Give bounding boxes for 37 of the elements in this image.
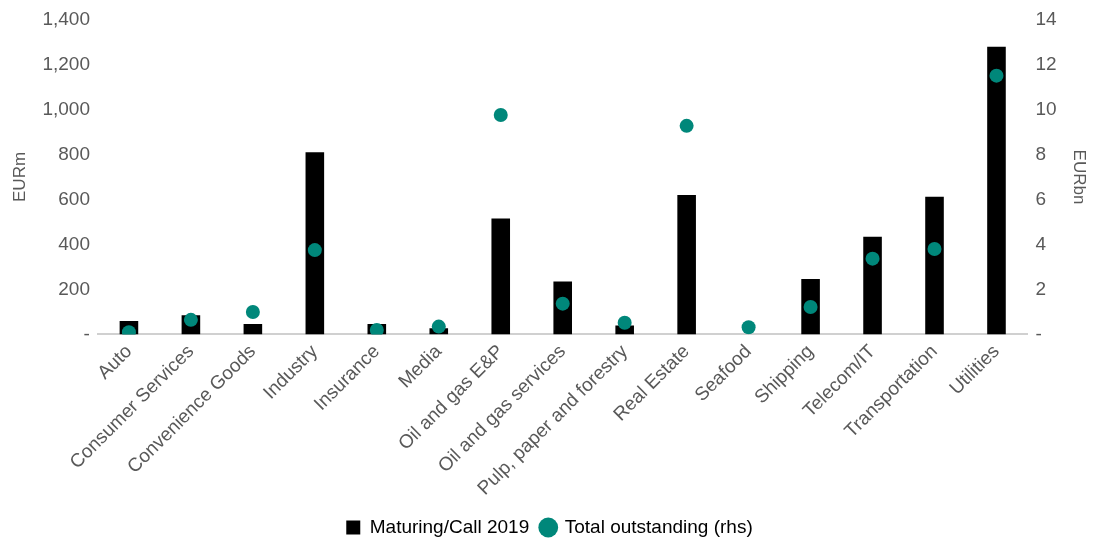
point <box>617 315 632 330</box>
bar <box>305 152 325 335</box>
legend-label: Total outstanding (rhs) <box>564 515 753 537</box>
y2-tick-label: 12 <box>1035 52 1057 74</box>
point <box>741 320 756 335</box>
y-tick-label: - <box>83 322 90 344</box>
point <box>307 243 322 258</box>
bar <box>987 46 1006 335</box>
y2-axis-title: EURbn <box>1070 149 1090 205</box>
y2-tick-label: 8 <box>1035 142 1047 164</box>
y-tick-label: 200 <box>58 277 90 299</box>
y-tick-label: 400 <box>58 232 90 254</box>
point <box>493 108 508 123</box>
point <box>679 118 694 133</box>
y-tick-label: 1,000 <box>42 97 90 119</box>
point <box>431 319 446 334</box>
legend-label: Maturing/Call 2019 <box>369 515 530 537</box>
point <box>989 68 1004 83</box>
bar <box>677 194 696 335</box>
point <box>927 241 942 256</box>
bar <box>925 196 944 335</box>
y2-tick-label: - <box>1035 322 1042 344</box>
bar <box>243 323 263 335</box>
y-tick-label: 1,400 <box>42 7 90 29</box>
y-tick-label: 600 <box>58 187 90 209</box>
bar <box>863 236 882 335</box>
y2-tick-label: 6 <box>1035 187 1047 209</box>
y2-tick-label: 2 <box>1035 277 1047 299</box>
y2-tick-label: 14 <box>1035 7 1058 29</box>
y-tick-label: 800 <box>58 142 90 164</box>
point <box>245 304 260 319</box>
point <box>865 251 880 266</box>
y-axis-title: EURm <box>9 151 29 202</box>
y2-tick-label: 10 <box>1035 97 1057 119</box>
bar <box>491 218 511 335</box>
y-tick-label: 1,200 <box>42 52 90 74</box>
y2-tick-label: 4 <box>1035 232 1047 254</box>
